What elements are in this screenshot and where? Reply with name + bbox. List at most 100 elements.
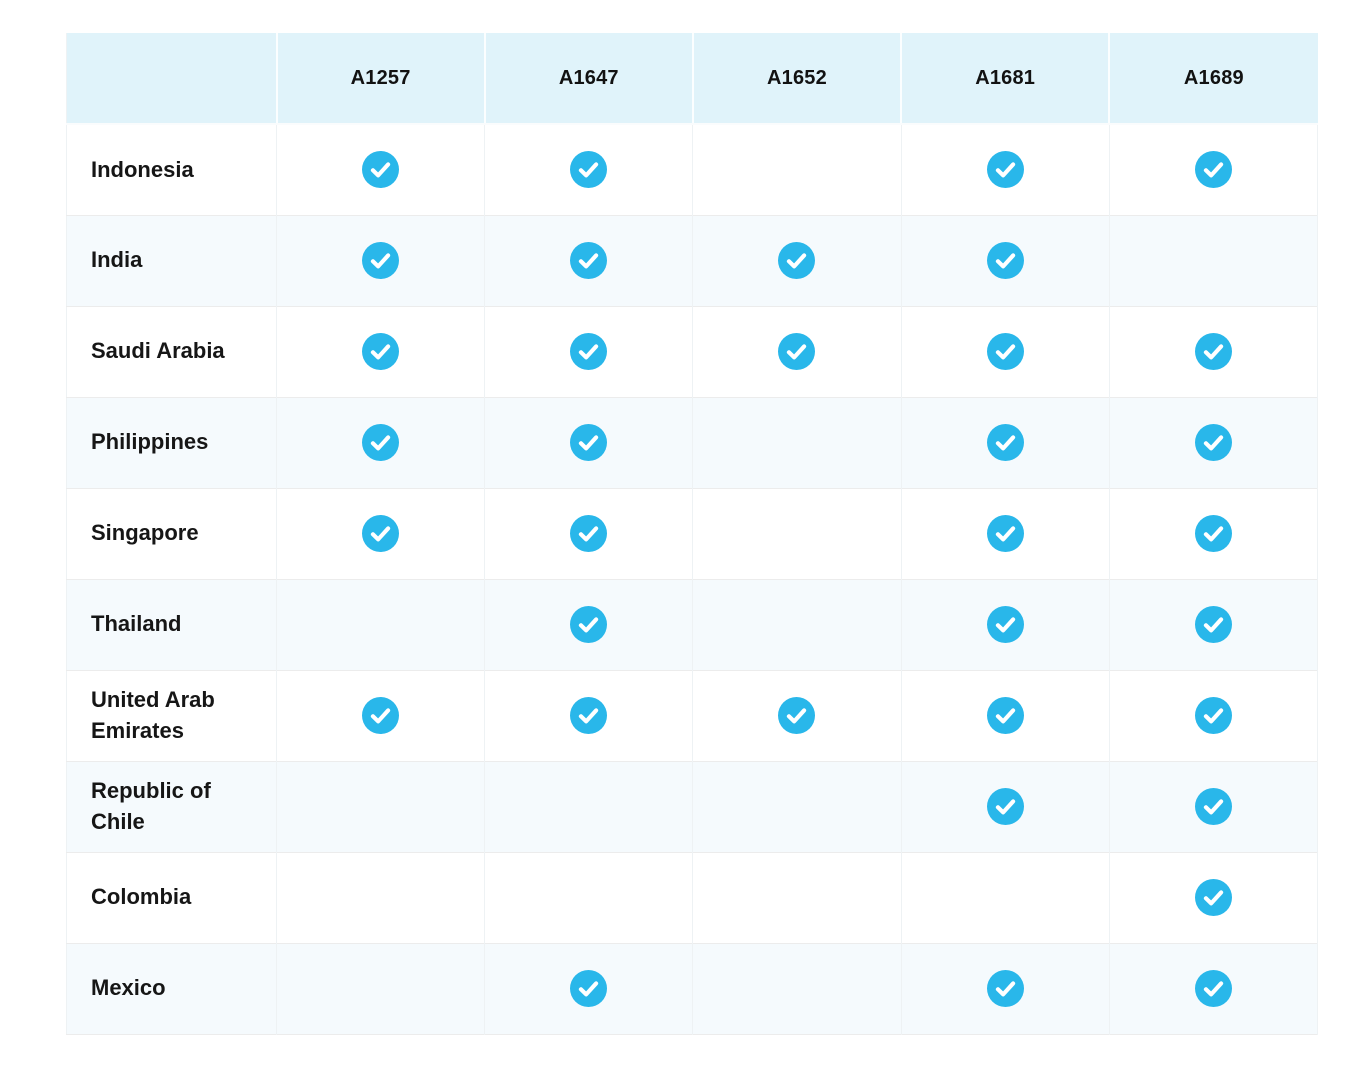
availability-cell-a1689 <box>1109 579 1319 670</box>
availability-cell-a1681 <box>901 670 1110 761</box>
availability-cell-a1652 <box>692 579 902 670</box>
availability-cell-a1647 <box>484 761 694 852</box>
table-row-saudi-arabia: Saudi Arabia <box>66 306 1319 397</box>
availability-cell-a1652 <box>692 761 902 852</box>
availability-cell-a1647 <box>484 670 694 761</box>
table-row-republic-of-chile: Republic of Chile <box>66 761 1319 852</box>
availability-cell-a1689 <box>1109 852 1319 943</box>
table-row-thailand: Thailand <box>66 579 1319 670</box>
table-row-indonesia: Indonesia <box>66 124 1319 215</box>
check-icon <box>570 515 608 552</box>
check-icon <box>986 788 1024 825</box>
check-icon <box>986 242 1024 279</box>
check-icon <box>1194 970 1232 1007</box>
check-icon <box>362 697 400 734</box>
check-icon <box>1194 333 1232 370</box>
column-header-a1689: A1689 <box>1109 33 1318 125</box>
check-icon <box>778 697 816 734</box>
table-row-united-arab-emirates: United Arab Emirates <box>66 670 1319 761</box>
table-row-mexico: Mexico <box>66 943 1319 1034</box>
availability-cell-a1257 <box>276 852 486 943</box>
table-row-singapore: Singapore <box>66 488 1319 579</box>
availability-cell-a1257 <box>276 670 486 761</box>
table-header: A1257 A1647 A1652 A1681 A1689 <box>66 33 1318 125</box>
row-label: Thailand <box>66 579 277 670</box>
check-icon <box>778 242 816 279</box>
column-header-a1652: A1652 <box>692 33 903 125</box>
check-icon <box>362 424 400 461</box>
availability-cell-a1257 <box>276 124 486 215</box>
availability-cell-a1257 <box>276 943 486 1034</box>
availability-cell-a1257 <box>276 397 486 488</box>
check-icon <box>570 606 608 643</box>
check-icon <box>362 242 400 279</box>
check-icon <box>570 151 608 189</box>
availability-cell-a1257 <box>276 579 486 670</box>
availability-cell-a1647 <box>484 215 694 306</box>
availability-cell-a1681 <box>901 488 1110 579</box>
table-row-colombia: Colombia <box>66 852 1319 943</box>
corner-cell <box>66 33 278 125</box>
check-icon <box>570 333 608 370</box>
availability-cell-a1647 <box>484 943 694 1034</box>
check-icon <box>570 242 608 279</box>
availability-cell-a1652 <box>692 488 902 579</box>
check-icon <box>1194 151 1232 189</box>
row-label: United Arab Emirates <box>66 670 277 761</box>
availability-cell-a1647 <box>484 124 694 215</box>
availability-cell-a1652 <box>692 852 902 943</box>
availability-cell-a1681 <box>901 124 1110 215</box>
table-body: Indonesia India Saudi Arabia <box>66 124 1319 1034</box>
check-icon <box>986 606 1024 643</box>
row-label: Colombia <box>66 852 277 943</box>
availability-cell-a1681 <box>901 579 1110 670</box>
availability-cell-a1689 <box>1109 670 1319 761</box>
check-icon <box>1194 879 1232 916</box>
availability-cell-a1689 <box>1109 306 1319 397</box>
availability-cell-a1681 <box>901 761 1110 852</box>
availability-cell-a1689 <box>1109 761 1319 852</box>
availability-cell-a1647 <box>484 306 694 397</box>
check-icon <box>570 697 608 734</box>
check-icon <box>778 333 816 370</box>
availability-cell-a1689 <box>1109 215 1319 306</box>
availability-cell-a1257 <box>276 306 486 397</box>
row-label: Philippines <box>66 397 277 488</box>
availability-cell-a1652 <box>692 306 902 397</box>
availability-cell-a1689 <box>1109 943 1319 1034</box>
check-icon <box>986 333 1024 370</box>
availability-cell-a1681 <box>901 306 1110 397</box>
check-icon <box>362 151 400 189</box>
check-icon <box>986 697 1024 734</box>
availability-cell-a1652 <box>692 124 902 215</box>
check-icon <box>1194 788 1232 825</box>
check-icon <box>1194 606 1232 643</box>
availability-cell-a1681 <box>901 215 1110 306</box>
column-header-a1647: A1647 <box>484 33 694 125</box>
row-label: Republic of Chile <box>66 761 277 852</box>
availability-cell-a1652 <box>692 215 902 306</box>
row-label: Singapore <box>66 488 277 579</box>
check-icon <box>570 970 608 1007</box>
availability-cell-a1257 <box>276 761 486 852</box>
header-row: A1257 A1647 A1652 A1681 A1689 <box>66 33 1318 125</box>
check-icon <box>362 333 400 370</box>
table-row-india: India <box>66 215 1319 306</box>
check-icon <box>986 970 1024 1007</box>
availability-cell-a1689 <box>1109 124 1319 215</box>
table-row-philippines: Philippines <box>66 397 1319 488</box>
row-label: Mexico <box>66 943 277 1034</box>
column-header-a1681: A1681 <box>901 33 1111 125</box>
check-icon <box>986 515 1024 552</box>
column-header-a1257: A1257 <box>276 33 486 125</box>
availability-cell-a1681 <box>901 397 1110 488</box>
availability-table: A1257 A1647 A1652 A1681 A1689 Indonesia Indi… <box>66 33 1319 1035</box>
check-icon <box>1194 697 1232 734</box>
check-icon <box>570 424 608 461</box>
availability-cell-a1647 <box>484 852 694 943</box>
availability-cell-a1689 <box>1109 397 1319 488</box>
check-icon <box>986 424 1024 461</box>
availability-cell-a1647 <box>484 488 694 579</box>
availability-cell-a1681 <box>901 943 1110 1034</box>
check-icon <box>986 151 1024 189</box>
